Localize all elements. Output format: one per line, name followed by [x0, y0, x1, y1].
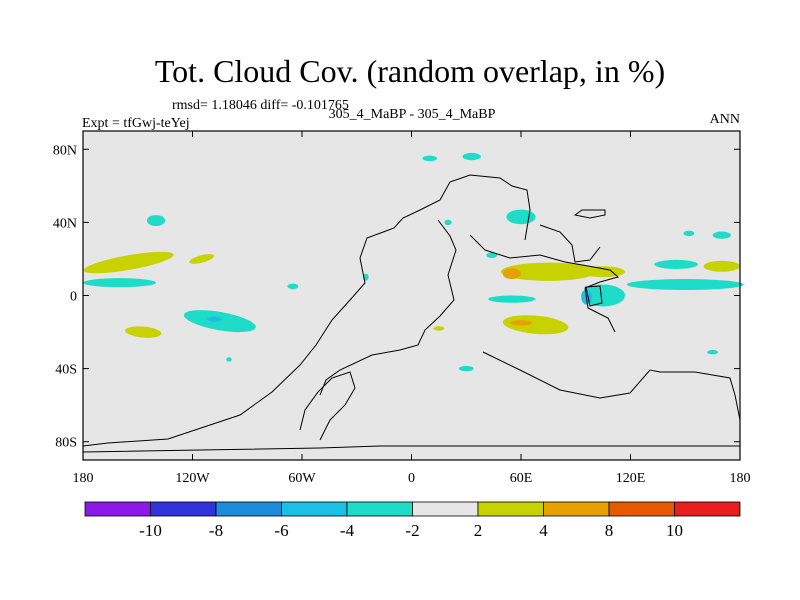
- coastline-eurasia: [469, 234, 620, 333]
- colorbar-label-5: 2: [474, 521, 483, 540]
- colorbar: -10 -8 -6 -4 -2 2 4 8 10: [84, 501, 741, 540]
- x-tick-label-3: 0: [408, 471, 415, 486]
- anomaly-region-27: [458, 365, 474, 372]
- coastline-americas: [82, 174, 531, 447]
- colorbar-label-4: -2: [405, 521, 419, 540]
- x-tick-label-2: 60W: [288, 471, 316, 486]
- plot-background: [83, 131, 740, 460]
- experiment-label: Expt = tfGwj-teYej: [82, 116, 190, 131]
- anomaly-region-3: [83, 278, 156, 288]
- colorbar-swatch-3: [281, 501, 348, 517]
- coastline-greenland: [573, 209, 606, 219]
- anomaly-region-0: [146, 215, 166, 227]
- colorbar-swatch-5: [412, 501, 479, 517]
- y-tick-label-0: 80N: [53, 143, 77, 158]
- colorbar-swatch-1: [150, 501, 217, 517]
- coastline-australia-antarctica: [482, 351, 741, 421]
- colorbar-label-3: -4: [340, 521, 355, 540]
- anomaly-region-25: [712, 231, 731, 239]
- y-tick-label-2: 0: [70, 290, 77, 305]
- y-tick-label-4: 80S: [55, 436, 77, 451]
- colorbar-label-7: 8: [605, 521, 614, 540]
- coastline-asia-north: [539, 224, 601, 263]
- anomaly-region-10: [462, 152, 481, 161]
- x-tick-label-4: 60E: [510, 471, 533, 486]
- anomaly-region-30: [226, 357, 232, 362]
- anomaly-region-16: [502, 268, 521, 280]
- anomaly-region-1: [83, 251, 174, 274]
- y-axis: 80N 40N 0 40S 80S: [53, 143, 740, 451]
- anomaly-region-29: [433, 326, 445, 331]
- x-tick-label-1: 120W: [175, 471, 210, 486]
- x-tick-label-0: 180: [73, 471, 94, 486]
- anomaly-region-5: [207, 316, 222, 323]
- anomaly-region-7: [287, 283, 299, 290]
- anomaly-region-28: [707, 349, 719, 355]
- anomaly-region-4: [183, 310, 256, 333]
- anomaly-region-14: [500, 262, 596, 281]
- anomaly-region-6: [125, 326, 162, 338]
- anomaly-region-13: [486, 252, 498, 259]
- y-tick-label-1: 40N: [53, 216, 77, 231]
- anomaly-region-15: [581, 266, 626, 278]
- comparison-label: 305_4_MaBP - 305_4_MaBP: [329, 107, 496, 122]
- anomaly-region-24: [510, 320, 532, 326]
- anomaly-region-12: [444, 219, 452, 226]
- colorbar-label-0: -10: [139, 521, 162, 540]
- anomaly-region-18: [703, 260, 740, 272]
- colorbar-label-2: -6: [274, 521, 288, 540]
- coastline-antarctica: [82, 445, 740, 453]
- chart-title: Tot. Cloud Cov. (random overlap, in %): [155, 53, 665, 89]
- anomaly-region-23: [502, 315, 569, 335]
- colorbar-label-6: 4: [539, 521, 548, 540]
- anomaly-region-9: [422, 155, 438, 162]
- colorbar-label-8: 10: [666, 521, 683, 540]
- colorbar-swatch-2: [215, 501, 282, 517]
- continent-outlines: [82, 174, 741, 453]
- x-tick-label-6: 180: [730, 471, 751, 486]
- anomaly-region-17: [654, 259, 699, 269]
- anomaly-region-11: [506, 209, 536, 225]
- anomaly-region-19: [626, 279, 744, 291]
- anomaly-region-22: [488, 295, 536, 303]
- colorbar-swatch-8: [608, 501, 675, 517]
- anomaly-region-2: [189, 254, 215, 264]
- anomaly-region-26: [683, 230, 695, 237]
- coastline-europe-africa: [319, 219, 457, 396]
- coastline-south-america: [299, 371, 356, 441]
- colorbar-swatch-9: [674, 501, 741, 517]
- colorbar-swatch-6: [477, 501, 544, 517]
- y-tick-label-3: 40S: [55, 363, 77, 378]
- colorbar-swatch-0: [84, 501, 151, 517]
- colorbar-swatch-4: [346, 501, 413, 517]
- anomaly-region-20: [581, 284, 626, 307]
- anomaly-layer: [83, 152, 744, 372]
- x-axis: 180 120W 60W 0 60E 120E 180: [73, 131, 751, 486]
- x-tick-label-5: 120E: [616, 471, 646, 486]
- stats-line: rmsd= 1.18046 diff= -0.101765: [172, 98, 349, 113]
- colorbar-swatch-7: [543, 501, 610, 517]
- season-label: ANN: [710, 112, 740, 127]
- coastline-indonesia: [585, 285, 603, 307]
- colorbar-label-1: -8: [209, 521, 223, 540]
